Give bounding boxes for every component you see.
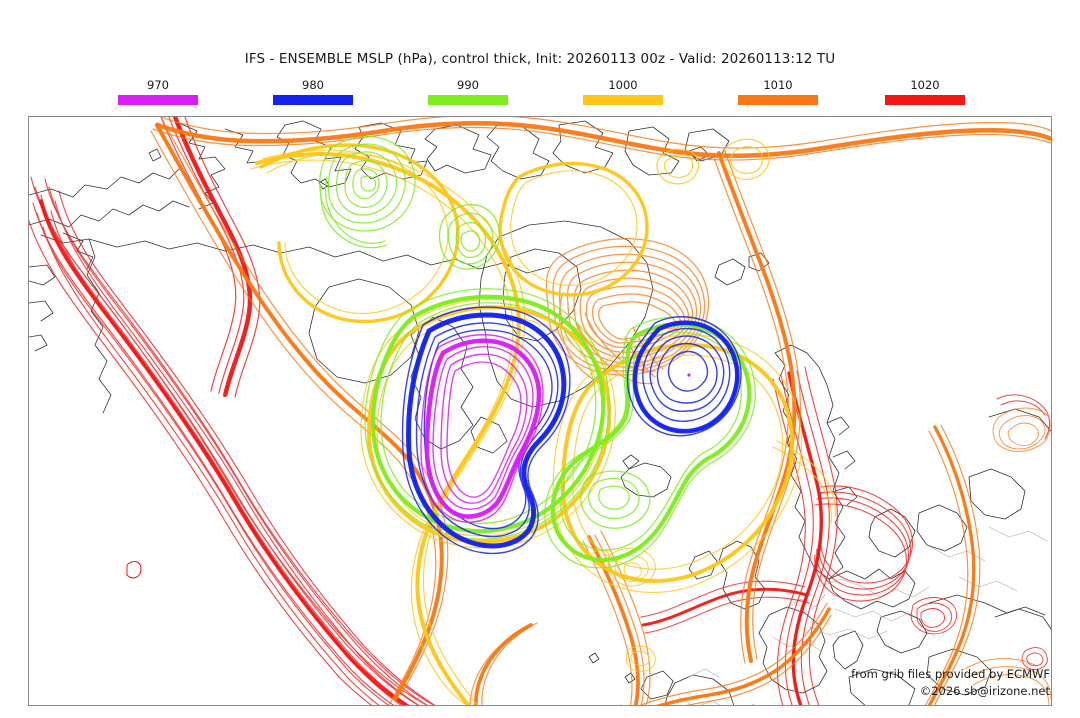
legend-item-1000[interactable]: 1000: [568, 78, 678, 105]
contour-970-magenta: [420, 334, 691, 523]
legend: 970 980 990 1000 1010 1020: [0, 78, 1080, 110]
legend-item-1010[interactable]: 1010: [723, 78, 833, 105]
legend-swatch: [118, 95, 198, 105]
contour-990-green: [319, 136, 756, 569]
legend-swatch: [885, 95, 965, 105]
legend-item-980[interactable]: 980: [258, 78, 368, 105]
legend-label: 1020: [910, 78, 940, 92]
legend-label: 1010: [763, 78, 793, 92]
contour-980-blue: [401, 306, 742, 555]
legend-swatch: [738, 95, 818, 105]
legend-item-970[interactable]: 970: [103, 78, 213, 105]
legend-label: 990: [457, 78, 479, 92]
coastlines-layer: [29, 120, 1051, 705]
legend-swatch: [428, 95, 508, 105]
legend-swatch: [273, 95, 353, 105]
contour-map: [29, 117, 1051, 705]
legend-item-1020[interactable]: 1020: [870, 78, 980, 105]
legend-label: 1000: [608, 78, 638, 92]
map-frame[interactable]: [28, 116, 1052, 706]
legend-swatch: [583, 95, 663, 105]
legend-label: 980: [302, 78, 324, 92]
page-title: IFS - ENSEMBLE MSLP (hPa), control thick…: [244, 51, 836, 67]
legend-label: 970: [147, 78, 169, 92]
legend-item-990[interactable]: 990: [413, 78, 523, 105]
